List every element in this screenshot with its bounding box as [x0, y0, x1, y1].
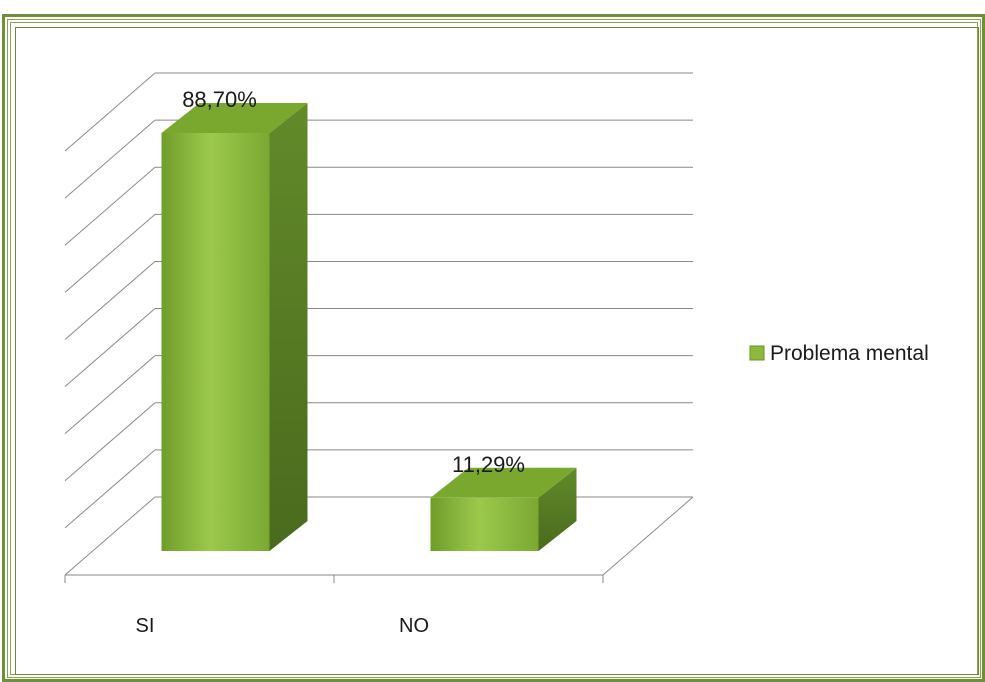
bar-side-no: [538, 467, 577, 551]
gridline-side: [64, 119, 156, 199]
floor-edge-right: [602, 496, 694, 576]
floor-edge-left: [64, 496, 156, 576]
gridline-side: [64, 261, 156, 340]
gridline-side: [64, 308, 156, 387]
gridline-side: [64, 449, 156, 529]
legend-layer: Problema mental: [749, 342, 929, 365]
frame-border-outer: [2, 14, 985, 682]
frame-border-inner: [15, 27, 979, 675]
x-tick-label-no: NO: [399, 615, 429, 637]
data-label-no: 11,29%: [452, 452, 525, 477]
bar-top-no: [430, 467, 577, 498]
data-label-si: 88,70%: [182, 87, 257, 112]
x-tick-label-si: SI: [136, 615, 155, 637]
bar-top-si: [161, 103, 308, 133]
legend-swatch: [749, 345, 765, 361]
gridline-side: [64, 213, 156, 293]
frame-border-middle: [7, 19, 981, 678]
labels-layer: 88,70% SI 11,29% NO: [136, 87, 525, 637]
gridline-side: [64, 72, 156, 152]
bars-layer: [161, 103, 577, 551]
bar-side-si: [269, 103, 308, 551]
grid-layer: [64, 72, 694, 583]
bar-no: [430, 497, 539, 551]
bar-si: [161, 133, 270, 551]
legend-label: Problema mental: [770, 342, 929, 365]
gridline-side: [64, 355, 156, 435]
gridline-side: [64, 402, 156, 482]
gridline-side: [64, 166, 156, 246]
